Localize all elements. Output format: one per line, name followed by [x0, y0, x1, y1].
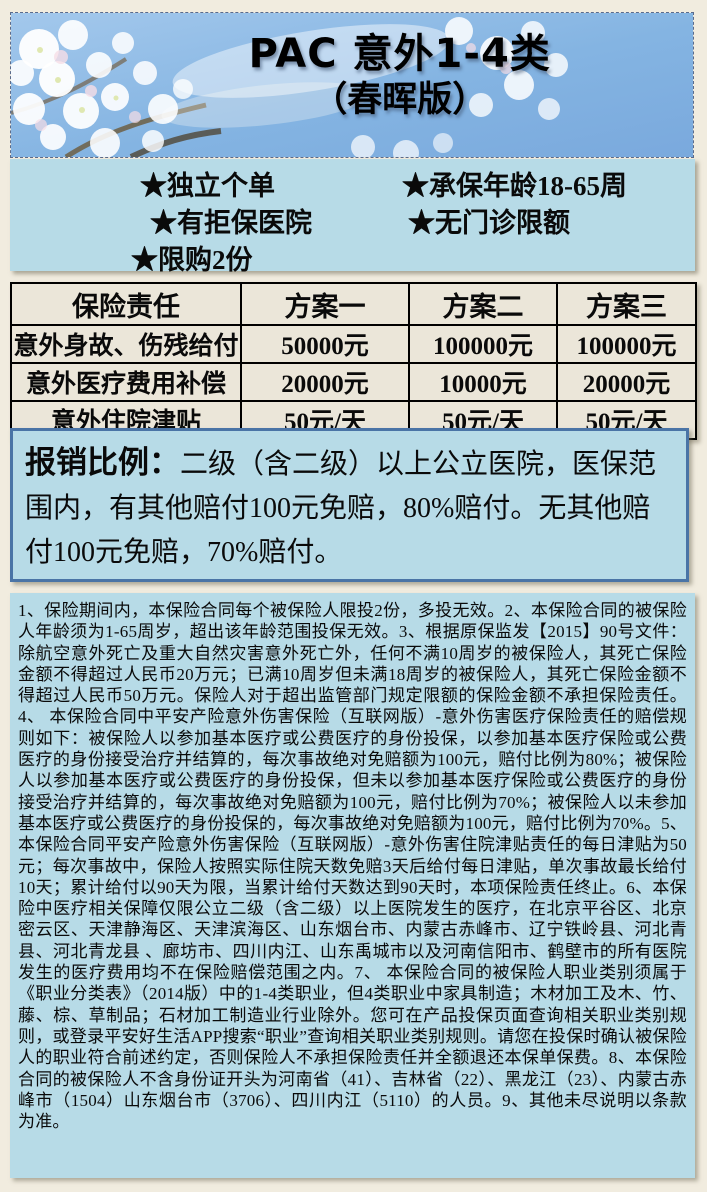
title-block: PAC 意外1-4类 （春晖版）: [188, 13, 611, 157]
row-label: 意外医疗费用补偿: [10, 362, 242, 402]
cell-value: 20000元: [240, 362, 410, 402]
col-header-plan2: 方案二: [408, 282, 558, 326]
feature-item-age: ★承保年龄18-65周: [402, 171, 627, 201]
row-label: 意外身故、伤残给付: [10, 324, 242, 364]
col-header-liability: 保险责任: [10, 282, 242, 326]
feature-item-limit: ★限购2份: [131, 245, 253, 275]
product-title: PAC 意外1-4类: [248, 31, 551, 77]
cell-value: 20000元: [556, 362, 697, 402]
cell-value: 10000元: [408, 362, 558, 402]
table-row: 意外医疗费用补偿 20000元 10000元 20000元: [10, 362, 697, 402]
cell-value: 100000元: [408, 324, 558, 364]
col-header-plan1: 方案一: [240, 282, 410, 326]
table-header-row: 保险责任 方案一 方案二 方案三: [10, 282, 697, 326]
cell-value: 50000元: [240, 324, 410, 364]
feature-item-outpatient: ★无门诊限额: [408, 208, 570, 238]
product-subtitle: （春晖版）: [312, 80, 488, 119]
feature-item-independent: ★独立个单: [140, 171, 275, 201]
feature-item-hospital: ★有拒保医院: [150, 208, 312, 238]
cell-value: 100000元: [556, 324, 697, 364]
cherry-blossom-photo: [11, 13, 693, 157]
terms-text: 1、保险期间内，本保险合同每个被保险人限投2份，多投无效。2、本保险合同的被保险…: [18, 601, 687, 1132]
col-header-plan3: 方案三: [556, 282, 697, 326]
table-row: 意外身故、伤残给付 50000元 100000元 100000元: [10, 324, 697, 364]
terms-panel: 1、保险期间内，本保险合同每个被保险人限投2份，多投无效。2、本保险合同的被保险…: [10, 593, 695, 1178]
feature-list: ★独立个单 ★承保年龄18-65周 ★有拒保医院 ★无门诊限额 ★限购2份: [10, 159, 695, 275]
reimbursement-box: 报销比例：二级（含二级）以上公立医院，医保范围内，有其他赔付100元免赔，80%…: [10, 428, 689, 582]
reimbursement-label: 报销比例：: [25, 445, 180, 480]
benefit-table: 保险责任 方案一 方案二 方案三 意外身故、伤残给付 50000元 100000…: [10, 282, 697, 440]
reimbursement-text: 二级（含二级）以上公立医院，医保范围内，有其他赔付100元免赔，80%赔付。无其…: [25, 449, 657, 568]
header-banner: PAC 意外1-4类 （春晖版）: [10, 12, 694, 158]
